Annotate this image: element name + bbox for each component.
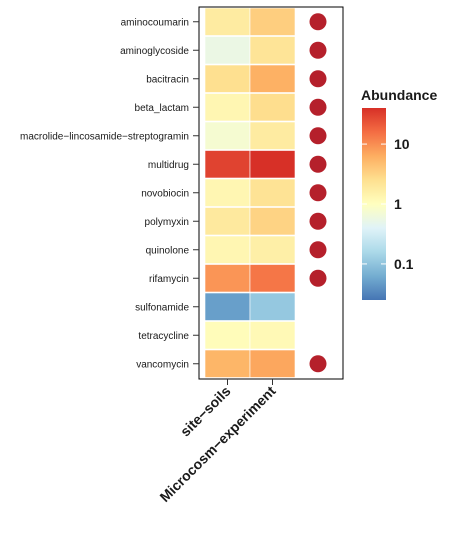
heatmap-cell bbox=[204, 321, 251, 350]
row-labels: aminocoumarin aminoglycoside bacitracin bet… bbox=[20, 17, 199, 370]
legend-tick-label: 0.1 bbox=[394, 256, 414, 272]
marker-dot bbox=[309, 241, 327, 259]
marker-dot bbox=[309, 355, 327, 373]
heatmap-cell bbox=[249, 36, 296, 65]
heatmap-cell bbox=[204, 64, 251, 93]
row-label: beta_lactam bbox=[135, 103, 189, 114]
heatmap-cell bbox=[204, 93, 251, 122]
heatmap-cell bbox=[249, 64, 296, 93]
legend-tick-label: 10 bbox=[394, 136, 410, 152]
heatmap-cell bbox=[249, 349, 296, 378]
row-label: polymyxin bbox=[145, 217, 189, 228]
heatmap-cell bbox=[249, 264, 296, 293]
heatmap-cell bbox=[249, 93, 296, 122]
marker-dot bbox=[309, 184, 327, 202]
row-label: vancomycin bbox=[136, 359, 189, 370]
marker-dot bbox=[309, 269, 327, 287]
heatmap-cell bbox=[249, 235, 296, 264]
marker-dot bbox=[309, 212, 327, 230]
heatmap-cell bbox=[249, 321, 296, 350]
heatmap-cell bbox=[249, 292, 296, 321]
heatmap-cell bbox=[204, 7, 251, 36]
row-label: sulfonamide bbox=[135, 302, 189, 313]
marker-dot bbox=[309, 155, 327, 173]
heatmap-cell bbox=[204, 36, 251, 65]
heatmap-cell bbox=[249, 7, 296, 36]
row-label: aminoglycoside bbox=[120, 46, 189, 57]
marker-dot bbox=[309, 70, 327, 88]
legend-tick-label: 1 bbox=[394, 196, 402, 212]
heatmap-cell bbox=[249, 121, 296, 150]
row-label: rifamycin bbox=[149, 274, 189, 285]
row-label: novobiocin bbox=[141, 188, 189, 199]
heatmap-cell bbox=[204, 292, 251, 321]
heatmap-cell bbox=[204, 264, 251, 293]
row-label: quinolone bbox=[146, 245, 190, 256]
row-label: aminocoumarin bbox=[121, 17, 189, 28]
row-label: multidrug bbox=[148, 160, 189, 171]
marker-dot bbox=[309, 13, 327, 31]
marker-dot bbox=[309, 127, 327, 145]
heatmap-cell bbox=[204, 178, 251, 207]
heatmap-cell bbox=[204, 121, 251, 150]
marker-dot bbox=[309, 98, 327, 116]
row-label: tetracycline bbox=[138, 331, 189, 342]
heatmap-cell bbox=[249, 207, 296, 236]
row-label: macrolide−lincosamide−streptogramin bbox=[20, 131, 189, 142]
row-label: bacitracin bbox=[146, 74, 189, 85]
heatmap-cell bbox=[204, 207, 251, 236]
heatmap-cell bbox=[204, 150, 251, 179]
legend-ticks: 10 1 0.1 bbox=[362, 136, 414, 272]
marker-dot bbox=[309, 41, 327, 59]
color-legend: Abundance 10 1 0.1 bbox=[361, 87, 437, 300]
legend-title: Abundance bbox=[361, 87, 437, 103]
heatmap-cell bbox=[204, 349, 251, 378]
marker-column bbox=[309, 13, 327, 373]
heatmap-cells bbox=[204, 7, 296, 378]
heatmap-cell bbox=[249, 150, 296, 179]
heatmap-cell bbox=[249, 178, 296, 207]
heatmap-cell bbox=[204, 235, 251, 264]
